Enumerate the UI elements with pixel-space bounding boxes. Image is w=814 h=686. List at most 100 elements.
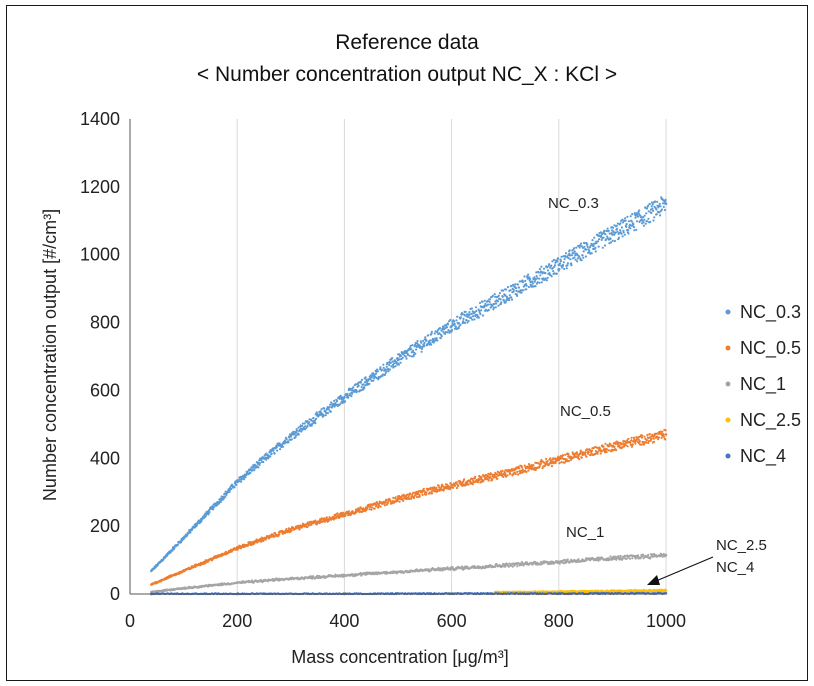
data-point: [370, 506, 373, 509]
data-point: [240, 480, 243, 483]
data-point: [544, 272, 547, 275]
data-point: [408, 354, 411, 357]
data-point: [420, 350, 423, 353]
data-point: [150, 583, 153, 586]
data-point: [653, 216, 656, 219]
data-point: [212, 508, 215, 511]
data-point: [439, 337, 442, 340]
data-point: [459, 316, 462, 319]
data-point: [441, 568, 445, 572]
data-point: [339, 402, 342, 405]
data-point: [623, 442, 626, 445]
data-point: [661, 430, 664, 433]
data-point: [308, 421, 311, 424]
data-point: [281, 445, 285, 448]
data-point: [535, 271, 538, 274]
annotation-nc-0-5: NC_0.5: [560, 403, 611, 420]
data-point: [437, 567, 441, 570]
data-point: [631, 213, 634, 216]
data-point: [590, 252, 593, 255]
data-point: [481, 300, 484, 303]
data-point: [627, 437, 630, 440]
data-point: [494, 295, 497, 298]
data-point: [664, 202, 668, 206]
data-point: [664, 589, 668, 592]
data-point: [420, 341, 423, 344]
data-point: [581, 254, 584, 257]
data-point: [527, 469, 530, 472]
data-point: [629, 441, 632, 444]
data-point: [387, 367, 390, 370]
data-point: [569, 258, 572, 261]
data-point: [580, 259, 583, 262]
legend-label: NC_4: [740, 446, 786, 467]
data-point: [453, 484, 457, 487]
data-point: [349, 388, 353, 391]
data-point: [208, 510, 211, 514]
data-point: [477, 316, 480, 319]
data-point: [306, 425, 309, 428]
y-tick-label: 0: [110, 584, 120, 604]
data-point: [658, 211, 661, 214]
data-point: [470, 312, 473, 315]
data-point: [470, 307, 473, 310]
data-point: [564, 252, 568, 255]
data-point: [604, 442, 607, 445]
data-point: [396, 358, 400, 362]
data-point: [613, 239, 617, 243]
data-point: [414, 352, 417, 355]
data-point: [503, 563, 507, 567]
data-point: [534, 468, 537, 471]
data-point: [504, 300, 507, 303]
data-point: [642, 553, 645, 556]
data-point: [647, 553, 650, 556]
data-point: [478, 311, 481, 314]
data-point: [448, 488, 451, 491]
data-point: [625, 222, 628, 226]
data-point: [540, 265, 543, 268]
data-point: [562, 454, 565, 457]
data-point: [650, 437, 653, 440]
data-point: [524, 279, 527, 283]
data-point: [642, 443, 645, 446]
data-point: [518, 467, 521, 470]
data-point: [457, 327, 460, 330]
data-point: [550, 264, 553, 267]
data-point: [347, 510, 351, 513]
data-point: [333, 399, 336, 402]
data-point: [272, 449, 275, 452]
data-point: [289, 577, 293, 580]
x-tick-label: 800: [544, 611, 574, 631]
data-point: [657, 436, 661, 439]
data-points: [150, 196, 668, 596]
data-point: [219, 500, 222, 503]
data-point: [323, 407, 326, 410]
x-axis-label: Mass concentration [μg/m³]: [291, 647, 508, 667]
data-point: [525, 288, 528, 291]
data-point: [258, 461, 261, 464]
data-point: [521, 468, 524, 471]
data-point: [562, 261, 565, 264]
data-point: [301, 424, 304, 428]
data-point: [244, 476, 247, 479]
data-point: [635, 438, 638, 441]
data-point: [487, 309, 490, 312]
data-point: [624, 444, 628, 447]
data-point: [648, 433, 651, 436]
data-point: [585, 455, 588, 458]
data-point: [546, 269, 550, 272]
legend-marker: [725, 345, 731, 351]
data-point: [597, 245, 600, 248]
data-point: [586, 452, 590, 455]
data-point: [560, 255, 563, 258]
data-point: [630, 436, 633, 439]
data-point: [368, 382, 371, 385]
data-point: [556, 257, 560, 260]
data-point: [429, 486, 432, 489]
data-point: [621, 235, 624, 238]
data-point: [450, 567, 453, 570]
data-point: [660, 208, 664, 211]
data-point: [401, 497, 404, 500]
data-point: [461, 568, 465, 571]
data-point: [474, 306, 478, 309]
